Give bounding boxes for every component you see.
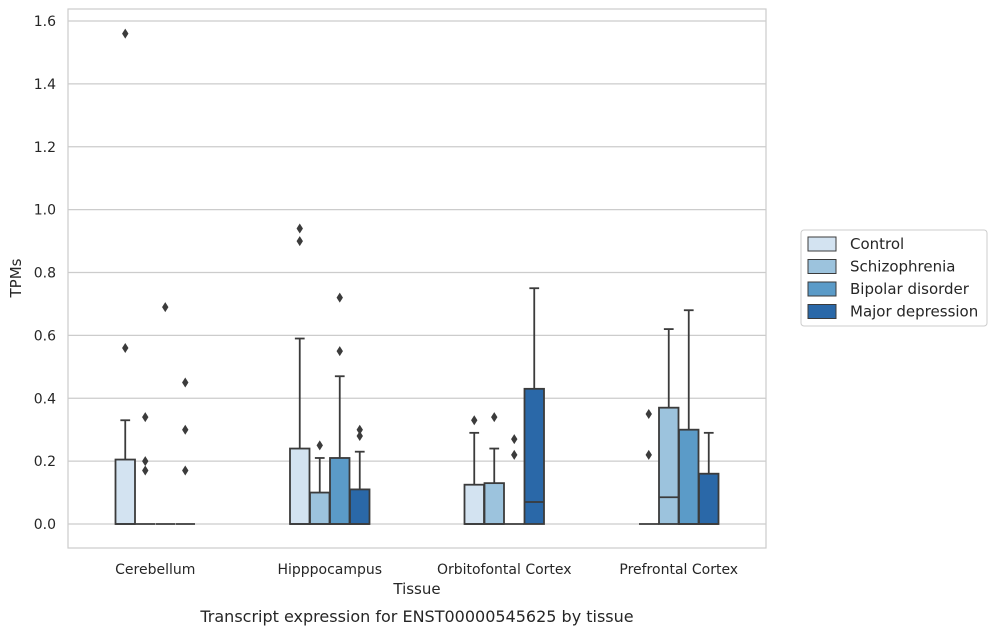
- chart-caption: Transcript expression for ENST0000054562…: [199, 607, 633, 626]
- x-axis-ticks: Cerebellum Hipppocampus Orbitofontal Corte…: [115, 562, 738, 578]
- box-plot-series: [114, 28, 720, 525]
- outlier-point: [491, 412, 498, 423]
- outlier-point: [122, 28, 129, 39]
- box-control: [114, 28, 136, 525]
- box-body: [698, 472, 720, 525]
- box-bipolar-disorder: [504, 434, 524, 525]
- box-schizophrenia: [135, 412, 155, 525]
- outlier-point: [142, 465, 149, 476]
- y-tick-label: 1.4: [34, 77, 56, 93]
- legend-swatch: [807, 236, 837, 252]
- plot-frame: [67, 8, 767, 549]
- y-tick-label: 0.6: [34, 328, 56, 344]
- outlier-point: [182, 424, 189, 435]
- legend-swatch: [807, 304, 837, 319]
- box-control: [289, 223, 311, 525]
- box-schizophrenia: [658, 328, 680, 525]
- outlier-point: [316, 440, 323, 451]
- box-body: [289, 447, 311, 525]
- y-tick-label: 1.0: [34, 203, 56, 219]
- box-major-depression: [175, 377, 195, 525]
- outlier-point: [296, 223, 303, 234]
- legend-label: Control: [850, 235, 904, 253]
- outlier-point: [356, 424, 363, 435]
- x-tick-label: Cerebellum: [115, 562, 195, 578]
- y-tick-label: 0.0: [34, 517, 56, 533]
- outlier-point: [645, 408, 652, 419]
- outlier-point: [511, 449, 518, 460]
- outlier-point: [142, 412, 149, 423]
- outlier-point: [162, 302, 169, 313]
- outlier-point: [122, 342, 129, 353]
- legend-label: Schizophrenia: [850, 258, 955, 276]
- box-control: [463, 415, 485, 525]
- box-control: [639, 408, 659, 525]
- outlier-point: [336, 292, 343, 303]
- legend-swatch: [807, 281, 837, 297]
- x-tick-label: Orbitofontal Cortex: [437, 562, 572, 578]
- box-bipolar-disorder: [678, 309, 700, 525]
- box-bipolar-disorder: [155, 302, 175, 525]
- y-tick-label: 1.2: [34, 140, 56, 156]
- x-tick-label: Hipppocampus: [277, 562, 382, 578]
- box-major-depression: [698, 431, 720, 525]
- box-body: [678, 428, 700, 525]
- box-body: [483, 482, 505, 525]
- box-body: [309, 491, 331, 525]
- outlier-point: [142, 456, 149, 467]
- outlier-point: [471, 415, 478, 426]
- x-axis-title: Tissue: [392, 580, 440, 598]
- y-tick-label: 0.4: [34, 391, 56, 407]
- outlier-point: [296, 236, 303, 247]
- box-major-depression: [349, 424, 371, 525]
- box-body: [114, 458, 136, 525]
- outlier-point: [645, 449, 652, 460]
- outlier-point: [182, 465, 189, 476]
- box-bipolar-disorder: [329, 292, 351, 525]
- box-body: [523, 387, 545, 525]
- y-tick-label: 0.8: [34, 266, 56, 282]
- box-body: [329, 457, 351, 525]
- box-major-depression: [523, 287, 545, 525]
- outlier-point: [336, 346, 343, 357]
- legend-frame: [800, 229, 988, 327]
- legend-label: Major depression: [850, 303, 978, 321]
- box-body: [658, 406, 680, 525]
- legend: Control Schizophrenia Bipolar disorder Majo…: [800, 229, 988, 327]
- y-axis-ticks: 0.0 0.2 0.4 0.6 0.8 1.0 1.2 1.4 1.6: [34, 14, 56, 533]
- x-tick-label: Prefrontal Cortex: [619, 562, 738, 578]
- box-body: [463, 483, 485, 525]
- y-axis-title: TPMs: [7, 258, 25, 298]
- outlier-point: [511, 434, 518, 445]
- y-tick-label: 1.6: [34, 14, 56, 30]
- outlier-point: [182, 377, 189, 388]
- box-schizophrenia: [309, 440, 331, 525]
- legend-swatch: [807, 259, 837, 274]
- grid-lines: [68, 20, 766, 525]
- box-schizophrenia: [483, 412, 505, 525]
- outlier-point: [356, 430, 363, 441]
- legend-label: Bipolar disorder: [850, 280, 970, 298]
- y-tick-label: 0.2: [34, 454, 56, 470]
- box-body: [349, 488, 371, 525]
